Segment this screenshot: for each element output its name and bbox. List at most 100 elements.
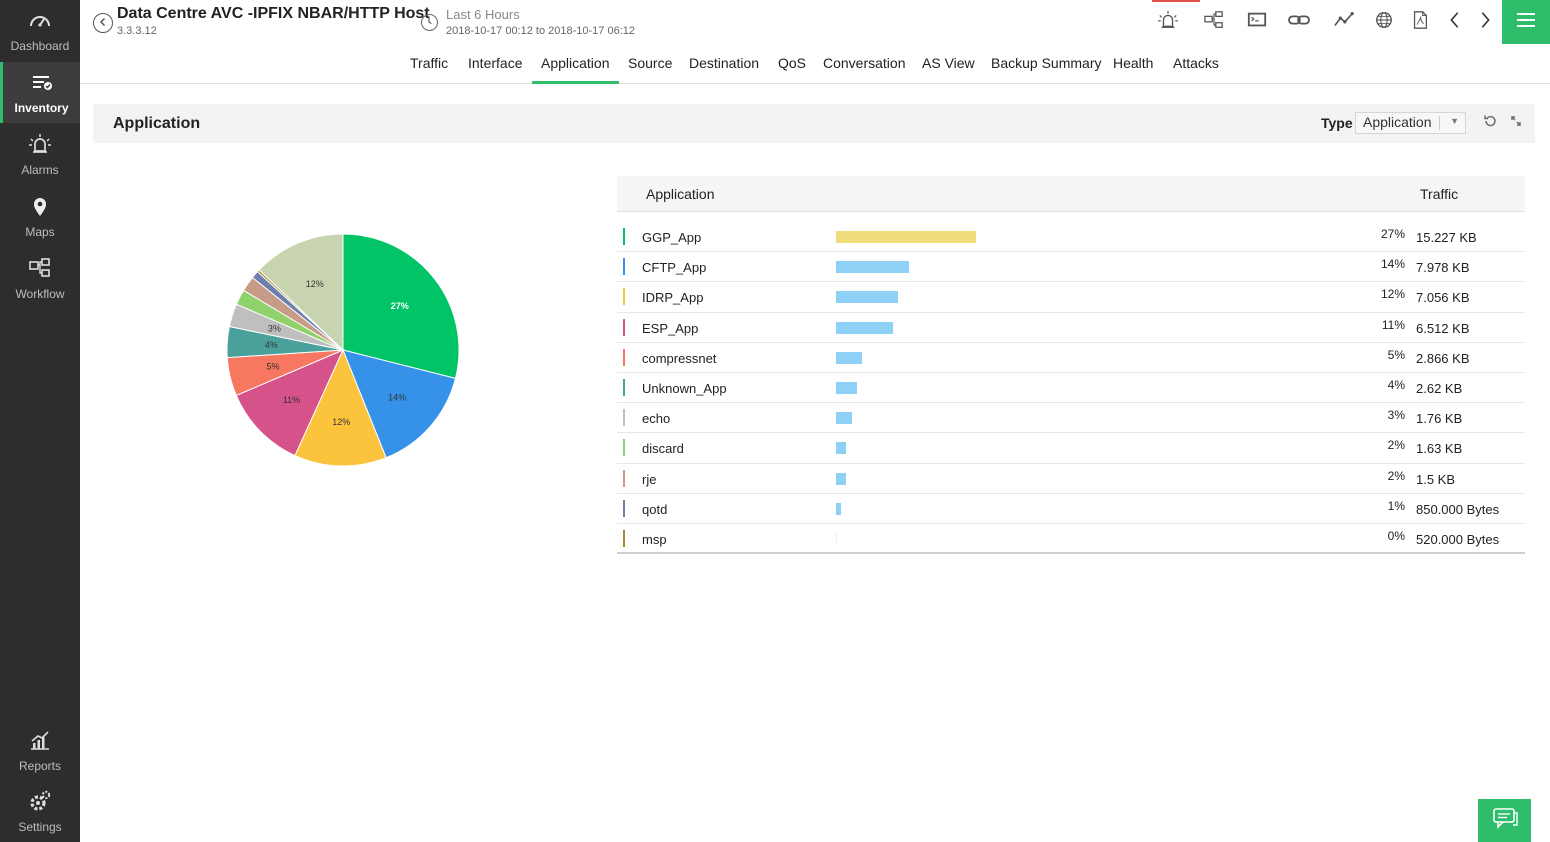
table-row[interactable]: qotd 1% 850.000 Bytes bbox=[617, 494, 1525, 524]
pdf-button[interactable] bbox=[1407, 10, 1433, 34]
application-name[interactable]: Unknown_App bbox=[642, 380, 727, 396]
sidebar: Dashboard Inventory Alarms Maps Workflow… bbox=[0, 0, 80, 842]
alarm-icon bbox=[28, 133, 52, 160]
link-button[interactable] bbox=[1286, 10, 1312, 34]
application-name[interactable]: rje bbox=[642, 471, 657, 487]
traffic-bar bbox=[836, 442, 847, 455]
terminal-icon bbox=[1246, 10, 1268, 35]
table-row[interactable]: IDRP_App 12% 7.056 KB bbox=[617, 282, 1525, 313]
table-row[interactable]: GGP_App 27% 15.227 KB bbox=[617, 222, 1525, 253]
tab-attacks[interactable]: Attacks bbox=[1173, 55, 1219, 71]
application-pie-chart: 27% 14% 12% 11% 5% 4% 3% 12% bbox=[226, 233, 460, 467]
table-row[interactable]: rje 2% 1.5 KB bbox=[617, 464, 1525, 494]
device-name: Data Centre AVC -IPFIX NBAR/HTTP Host bbox=[117, 5, 430, 22]
pie-slice-idrp-app[interactable] bbox=[294, 348, 387, 467]
traffic-value: 7.056 KB bbox=[1416, 290, 1470, 306]
sidebar-item-reports[interactable]: Reports bbox=[0, 720, 80, 781]
graph-button[interactable] bbox=[1331, 10, 1357, 34]
series-color-marker bbox=[623, 348, 625, 366]
traffic-value: 520.000 Bytes bbox=[1416, 531, 1500, 547]
pie-slice-esp-app[interactable] bbox=[235, 349, 344, 457]
tab-source[interactable]: Source bbox=[628, 55, 673, 71]
table-row[interactable]: CFTP_App 14% 7.978 KB bbox=[617, 252, 1525, 283]
globe-icon bbox=[1373, 10, 1395, 35]
alarm-indicator bbox=[1152, 0, 1200, 2]
application-name[interactable]: msp bbox=[642, 531, 667, 547]
application-name[interactable]: compressnet bbox=[642, 350, 717, 366]
traffic-bar bbox=[836, 472, 847, 485]
type-select[interactable]: Application ▼ bbox=[1355, 112, 1466, 134]
table-row[interactable]: ESP_App 11% 6.512 KB bbox=[617, 313, 1525, 343]
application-name[interactable]: echo bbox=[642, 411, 671, 427]
application-name[interactable]: IDRP_App bbox=[642, 290, 704, 306]
sidebar-item-dashboard[interactable]: Dashboard bbox=[0, 0, 80, 61]
pie-slice-others[interactable] bbox=[258, 233, 344, 352]
application-name[interactable]: discard bbox=[642, 441, 684, 457]
previous-button[interactable] bbox=[1442, 10, 1468, 34]
caret-down-icon: ▼ bbox=[1450, 116, 1459, 126]
tab-as-view[interactable]: AS View bbox=[922, 55, 975, 71]
pdf-icon bbox=[1409, 10, 1431, 35]
tab-destination[interactable]: Destination bbox=[689, 55, 760, 71]
traffic-percent: 1% bbox=[1387, 498, 1405, 513]
tab-interface[interactable]: Interface bbox=[468, 55, 523, 71]
table-body: GGP_App 27% 15.227 KB CFTP_App 14% 7.978 KB ID… bbox=[617, 222, 1525, 555]
refresh-button[interactable] bbox=[1481, 114, 1499, 132]
time-range-selector[interactable]: Last 6 Hours bbox=[446, 7, 520, 22]
table-row[interactable]: echo 3% 1.76 KB bbox=[617, 403, 1525, 434]
tab-application[interactable]: Application bbox=[532, 44, 619, 84]
type-label: Type bbox=[1321, 115, 1353, 131]
pie-slice-ggp-app[interactable] bbox=[342, 233, 460, 380]
expand-icon bbox=[1510, 114, 1522, 132]
main-menu-button[interactable] bbox=[1502, 0, 1550, 44]
pie-slice-label: 12% bbox=[332, 417, 350, 427]
tab-conversation[interactable]: Conversation bbox=[823, 55, 906, 71]
globe-button[interactable] bbox=[1371, 10, 1397, 34]
sidebar-item-label: Alarms bbox=[21, 162, 59, 177]
sidebar-item-inventory[interactable]: Inventory bbox=[0, 62, 80, 123]
sidebar-item-settings[interactable]: Settings bbox=[0, 781, 80, 842]
table-row[interactable]: Unknown_App 4% 2.62 KB bbox=[617, 373, 1525, 404]
table-row[interactable]: msp 0% 520.000 Bytes bbox=[617, 524, 1525, 555]
pie-slice-label: 5% bbox=[267, 362, 280, 372]
device-ip: 3.3.3.12 bbox=[117, 25, 157, 37]
tab-traffic[interactable]: Traffic bbox=[410, 55, 449, 71]
next-button[interactable] bbox=[1472, 10, 1498, 34]
alarm-button[interactable] bbox=[1155, 10, 1181, 34]
traffic-value: 2.866 KB bbox=[1416, 350, 1470, 366]
series-color-marker bbox=[623, 378, 625, 396]
back-button[interactable] bbox=[93, 13, 113, 33]
column-header-traffic[interactable]: Traffic bbox=[1420, 186, 1459, 202]
application-name[interactable]: CFTP_App bbox=[642, 260, 707, 276]
column-header-application[interactable]: Application bbox=[646, 186, 715, 202]
inventory-icon bbox=[30, 71, 54, 98]
panel-title: Application bbox=[113, 115, 201, 132]
table-row[interactable]: compressnet 5% 2.866 KB bbox=[617, 343, 1525, 373]
topology-button[interactable] bbox=[1201, 10, 1227, 34]
expand-button[interactable] bbox=[1507, 114, 1525, 132]
application-name[interactable]: qotd bbox=[642, 501, 668, 517]
tab-backup-summary[interactable]: Backup Summary bbox=[991, 55, 1102, 71]
series-color-marker bbox=[623, 439, 625, 457]
pie-slice-cftp-app[interactable] bbox=[342, 349, 457, 459]
terminal-button[interactable] bbox=[1244, 10, 1270, 34]
tab-qos[interactable]: QoS bbox=[778, 55, 807, 71]
sidebar-item-workflow[interactable]: Workflow bbox=[0, 248, 80, 309]
chat-button[interactable] bbox=[1478, 799, 1531, 842]
tab-health[interactable]: Health bbox=[1113, 55, 1154, 71]
traffic-bar bbox=[836, 351, 862, 364]
sidebar-item-alarms[interactable]: Alarms bbox=[0, 124, 80, 185]
traffic-value: 1.63 KB bbox=[1416, 441, 1463, 457]
sidebar-item-label: Settings bbox=[18, 819, 62, 834]
application-name[interactable]: GGP_App bbox=[642, 230, 702, 245]
sidebar-item-label: Inventory bbox=[14, 100, 69, 115]
map-pin-icon bbox=[28, 195, 52, 222]
application-name[interactable]: ESP_App bbox=[642, 320, 699, 336]
traffic-bar bbox=[836, 321, 894, 334]
table-row[interactable]: discard 2% 1.63 KB bbox=[617, 433, 1525, 464]
series-color-marker bbox=[623, 499, 625, 517]
time-range-dates: 2018-10-17 00:12 to 2018-10-17 06:12 bbox=[446, 25, 635, 37]
sidebar-item-maps[interactable]: Maps bbox=[0, 186, 80, 247]
type-select-value: Application bbox=[1363, 114, 1432, 130]
traffic-percent: 3% bbox=[1387, 408, 1405, 423]
